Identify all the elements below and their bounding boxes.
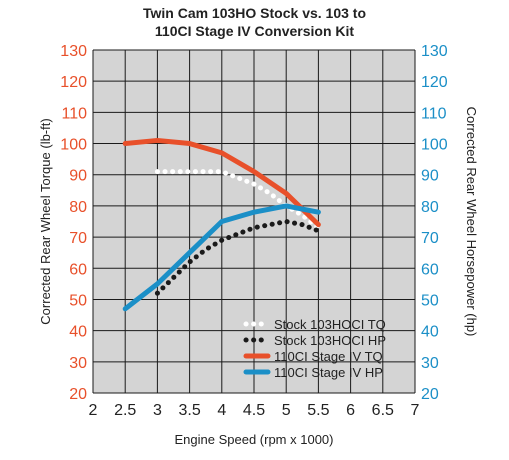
series-line-4 xyxy=(122,203,321,312)
left-y-tick-label: 120 xyxy=(60,74,87,91)
x-tick-label: 6.5 xyxy=(372,402,394,419)
right-y-tick-label: 30 xyxy=(421,355,439,372)
right-y-axis-label: Corrected Rear Wheel Horsepower (hp) xyxy=(464,107,479,337)
left-y-axis-ticks: 20 30 40 50 60 70 80 90 100 110 120 130 xyxy=(60,43,87,403)
left-y-tick-label: 70 xyxy=(69,230,87,247)
left-y-tick-label: 50 xyxy=(69,292,87,309)
left-y-tick-label: 100 xyxy=(60,137,87,154)
legend-label-4: 110CI Stage IV HP xyxy=(274,365,383,380)
left-y-tick-label: 110 xyxy=(61,105,87,122)
left-y-tick-label: 80 xyxy=(69,199,87,216)
left-y-tick-label: 90 xyxy=(69,168,87,185)
right-y-tick-label: 130 xyxy=(421,43,448,60)
right-y-tick-label: 20 xyxy=(421,386,439,403)
right-y-tick-label: 40 xyxy=(421,324,439,341)
chart-title-line-1: Twin Cam 103HO Stock vs. 103 to xyxy=(142,5,367,21)
right-y-tick-label: 50 xyxy=(421,292,439,309)
right-y-tick-label: 60 xyxy=(421,261,439,278)
left-y-axis-label: Corrected Rear Wheel Torque (lb-ft) xyxy=(38,118,53,324)
x-axis-label: Engine Speed (rpm x 1000) xyxy=(175,432,334,447)
series-line-2 xyxy=(154,219,321,296)
chart-title-line-2: 110CI Stage IV Conversion Kit xyxy=(154,23,355,39)
x-tick-label: 3 xyxy=(153,402,162,419)
series-line-3 xyxy=(122,137,321,228)
x-tick-label: 6 xyxy=(346,402,355,419)
right-y-tick-label: 80 xyxy=(421,199,439,216)
right-y-tick-label: 120 xyxy=(421,74,448,91)
x-tick-label: 2.5 xyxy=(114,402,136,419)
x-tick-label: 5 xyxy=(282,402,291,419)
x-tick-label: 5.5 xyxy=(307,402,329,419)
x-tick-label: 2 xyxy=(89,402,98,419)
left-y-tick-label: 20 xyxy=(69,386,87,403)
x-tick-label: 3.5 xyxy=(178,402,200,419)
series-layer xyxy=(122,137,321,312)
legend-label-1: Stock 103HOCI TQ xyxy=(274,317,386,332)
right-y-tick-label: 90 xyxy=(421,168,439,185)
x-tick-label: 7 xyxy=(411,402,420,419)
left-y-tick-label: 30 xyxy=(69,355,87,372)
left-y-tick-label: 40 xyxy=(69,324,87,341)
left-y-tick-label: 60 xyxy=(69,261,87,278)
right-y-tick-label: 70 xyxy=(421,230,439,247)
x-tick-label: 4.5 xyxy=(243,402,265,419)
legend-label-2: Stock 103HOCI HP xyxy=(274,333,386,348)
chart-title: Twin Cam 103HO Stock vs. 103 to 110CI St… xyxy=(0,4,509,40)
left-y-tick-label: 130 xyxy=(60,43,87,60)
right-y-axis-ticks: 20 30 40 50 60 70 80 90 100 110 120 130 xyxy=(421,43,448,403)
x-axis-ticks: 2 2.5 3 3.5 4 4.5 5 5.5 6 6.5 7 xyxy=(89,402,420,419)
x-tick-label: 4 xyxy=(217,402,226,419)
right-y-tick-label: 110 xyxy=(421,105,447,122)
legend-label-3: 110CI Stage IV TQ xyxy=(274,349,383,364)
right-y-tick-label: 100 xyxy=(421,137,448,154)
